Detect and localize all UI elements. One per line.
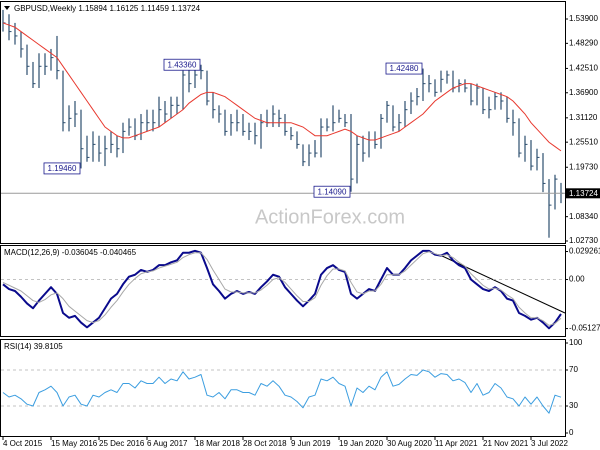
y-tick-label: 1.08340 [569,212,598,221]
y-tick-label: 1.53900 [569,14,598,23]
x-tick-label: 9 Jun 2019 [291,439,331,448]
annotation-label: 1.42480 [390,64,419,73]
rsi-title: RSI(14) 39.8105 [4,342,63,351]
y-tick-label: 0.029261 [569,247,600,256]
annotation-label: 1.43360 [168,60,197,69]
x-tick-label: 28 Oct 2018 [243,439,287,448]
x-tick-label: 6 Aug 2017 [147,439,188,448]
macd-trendline [439,254,566,314]
x-tick-label: 21 Nov 2021 [483,439,529,448]
y-tick-label: 70 [569,365,578,374]
y-tick-label: 1.42510 [569,64,598,73]
y-tick-label: 30 [569,401,578,410]
x-tick-label: 15 May 2016 [51,439,98,448]
indicator-line [2,251,562,326]
annotation-label: 1.19460 [48,164,77,173]
y-tick-label: 1.19730 [569,162,598,171]
y-tick-label: 100 [569,338,583,347]
y-tick-label: 0.00 [569,275,585,284]
moving-average [2,22,562,152]
last-price-label: 1.13724 [569,189,598,198]
y-tick-label: 0 [569,428,574,437]
chart-title: GBPUSD,Weekly 1.15894 1.16125 1.11459 1.… [14,4,201,13]
x-tick-label: 19 Jan 2020 [339,439,384,448]
x-tick-label: 11 Apr 2021 [435,439,478,448]
annotation-label: 1.14090 [318,187,347,196]
y-tick-label: -0.051279 [569,324,600,333]
last-price-box [566,188,600,199]
indicator-line [2,249,562,330]
rsi-panel-frame [0,339,566,437]
title-icon [4,6,10,10]
annotation-box [163,58,201,71]
main-panel-frame [0,1,566,244]
y-tick-label: 1.25510 [569,137,598,146]
x-tick-label: 30 Aug 2020 [387,439,432,448]
x-tick-label: 25 Dec 2016 [99,439,145,448]
y-tick-label: 1.31120 [569,113,598,122]
x-tick-label: 4 Oct 2015 [3,439,43,448]
y-tick-label: 1.02730 [569,236,598,245]
watermark: ActionForex.com [255,206,405,228]
annotation-box [313,185,351,198]
y-tick-label: 1.48290 [569,38,598,47]
x-tick-label: 3 Jul 2022 [531,439,568,448]
annotation-box [385,62,423,75]
indicator-line [2,369,562,414]
macd-panel-frame [0,245,566,337]
y-tick-label: 1.36900 [569,88,598,97]
annotation-box [43,162,81,175]
macd-title: MACD(12,26,9) -0.036045 -0.040465 [4,248,137,257]
x-tick-label: 18 Mar 2018 [195,439,240,448]
